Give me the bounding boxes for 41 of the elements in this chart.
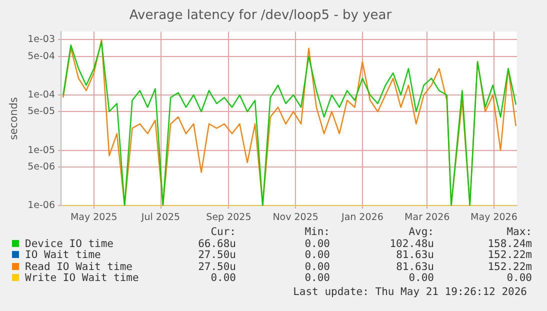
y-tick-label: 5e-05 xyxy=(28,106,56,118)
y-tick-label: 5e-04 xyxy=(28,50,56,62)
text: 0.00 xyxy=(210,272,236,284)
text: 0.00 xyxy=(304,249,330,262)
x-tick-label: Mar 2026 xyxy=(404,212,450,223)
x-tick-label: Sep 2025 xyxy=(206,212,252,223)
y-axis-title: seconds xyxy=(8,97,20,140)
text: 152.22m xyxy=(486,260,532,273)
y-tick-label: 1e-03 xyxy=(28,34,56,46)
legend-label: IO Wait time xyxy=(24,249,102,262)
text: Last update: Thu May 21 19:26:12 2026 xyxy=(293,286,527,298)
text: 152.22m xyxy=(486,249,532,262)
text: 81.63u xyxy=(395,249,434,262)
x-tick-label: Nov 2025 xyxy=(272,212,318,223)
x-tick-label: Jan 2026 xyxy=(340,212,384,223)
text: Max: xyxy=(506,226,532,238)
text: 66.68u xyxy=(197,238,236,250)
text: Cur: xyxy=(210,226,236,238)
text: 0.00 xyxy=(304,272,330,284)
text: 102.48u xyxy=(388,238,434,250)
legend-label: Write IO Wait time xyxy=(24,272,140,284)
legend-label: Read IO Wait time xyxy=(24,260,134,273)
x-tick-label: Jul 2025 xyxy=(140,212,180,223)
legend-label: Device IO time xyxy=(24,238,115,250)
x-tick-label: May 2025 xyxy=(70,212,118,223)
text: 81.63u xyxy=(395,260,434,273)
text: 0.00 xyxy=(506,272,532,284)
y-tick-label: 1e-05 xyxy=(28,144,56,156)
chart-title: Average latency for /dev/loop5 - by year xyxy=(129,8,392,24)
text: 0.00 xyxy=(408,272,434,284)
x-tick-label: May 2026 xyxy=(470,212,518,223)
text: 158.24m xyxy=(486,238,532,250)
text: Avg: xyxy=(408,226,434,238)
text: 27.50u xyxy=(197,260,236,273)
y-tick-label: 5e-06 xyxy=(28,161,56,172)
text: 0.00 xyxy=(304,260,330,273)
y-tick-label: 1e-04 xyxy=(28,89,56,100)
text: 27.50u xyxy=(197,249,236,262)
text: Min: xyxy=(304,226,330,238)
text: 0.00 xyxy=(304,238,330,250)
y-tick-label: 1e-06 xyxy=(28,200,56,212)
